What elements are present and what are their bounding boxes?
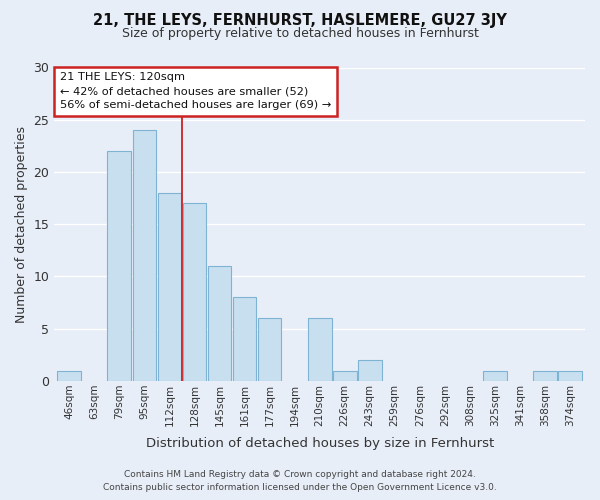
Bar <box>58 370 81 381</box>
Y-axis label: Number of detached properties: Number of detached properties <box>15 126 28 322</box>
Text: Contains HM Land Registry data © Crown copyright and database right 2024.
Contai: Contains HM Land Registry data © Crown c… <box>103 470 497 492</box>
Bar <box>107 151 131 381</box>
X-axis label: Distribution of detached houses by size in Fernhurst: Distribution of detached houses by size … <box>146 437 494 450</box>
Bar <box>358 360 382 381</box>
Bar <box>233 298 256 381</box>
Bar <box>333 370 356 381</box>
Bar <box>308 318 332 381</box>
Bar <box>483 370 507 381</box>
Bar <box>533 370 557 381</box>
Bar <box>257 318 281 381</box>
Bar <box>158 193 181 381</box>
Bar <box>133 130 157 381</box>
Text: 21 THE LEYS: 120sqm
← 42% of detached houses are smaller (52)
56% of semi-detach: 21 THE LEYS: 120sqm ← 42% of detached ho… <box>59 72 331 110</box>
Bar <box>182 204 206 381</box>
Bar <box>558 370 582 381</box>
Text: Size of property relative to detached houses in Fernhurst: Size of property relative to detached ho… <box>122 28 478 40</box>
Bar <box>208 266 232 381</box>
Text: 21, THE LEYS, FERNHURST, HASLEMERE, GU27 3JY: 21, THE LEYS, FERNHURST, HASLEMERE, GU27… <box>93 12 507 28</box>
